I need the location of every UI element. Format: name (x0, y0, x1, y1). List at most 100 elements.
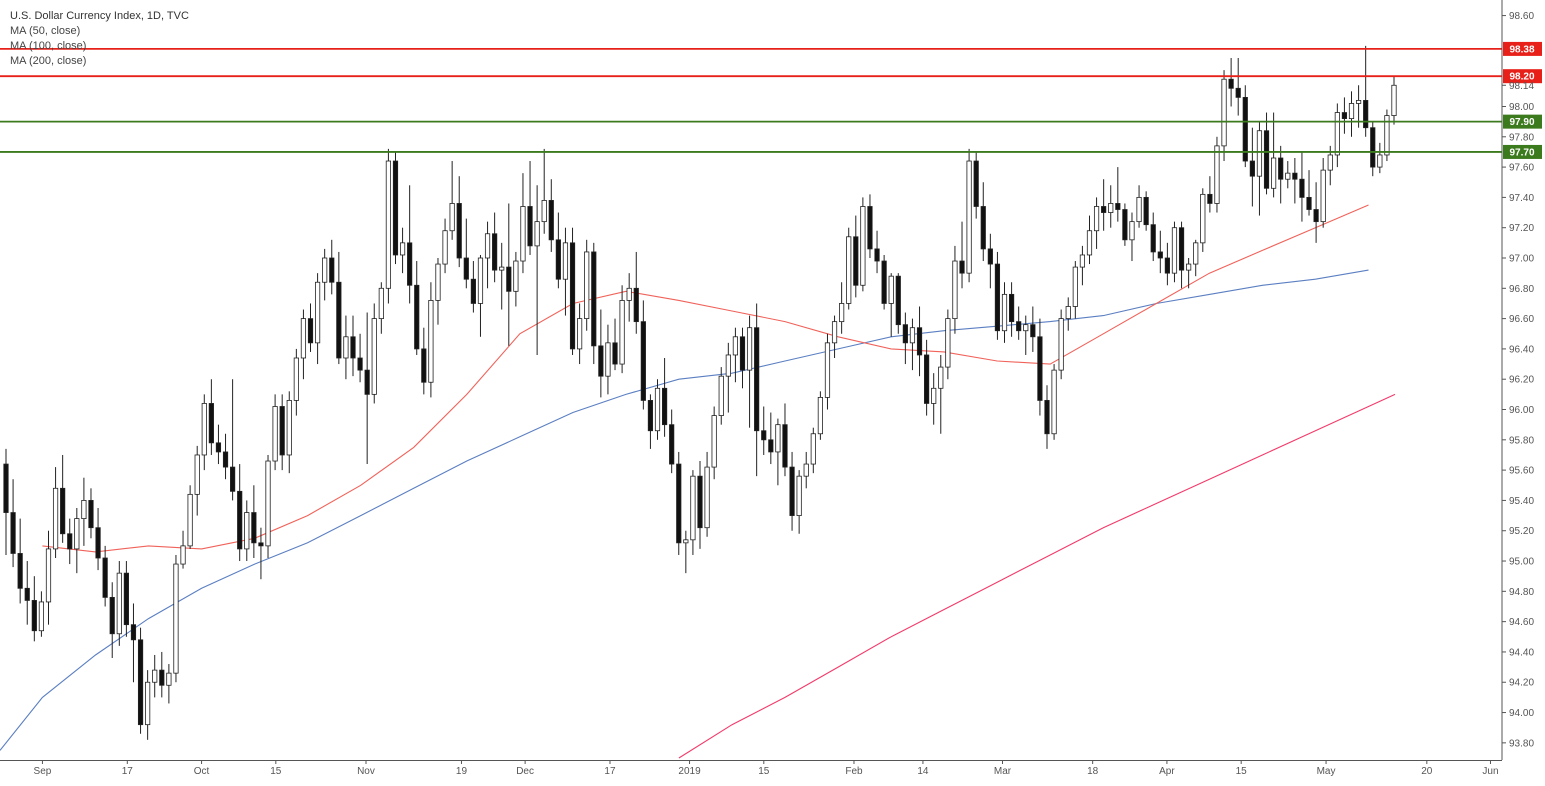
candle-body (1023, 324, 1029, 332)
candle-body (435, 263, 441, 301)
candle-body (1136, 196, 1142, 223)
candle-body (399, 242, 406, 256)
candle-body (1320, 169, 1326, 223)
candle (251, 485, 257, 558)
candle (215, 424, 222, 465)
candle (874, 230, 880, 274)
candle (350, 315, 356, 377)
candle-body (584, 251, 590, 320)
candle-body (173, 563, 179, 674)
time-tick-label: 17 (122, 766, 134, 777)
time-tick-label: 18 (1087, 766, 1099, 777)
candle-body (534, 221, 540, 247)
candle (1355, 85, 1362, 128)
candle (1136, 185, 1142, 228)
candle (1370, 121, 1376, 177)
candle-body (1079, 254, 1086, 268)
candle (244, 500, 250, 562)
candle (1334, 103, 1340, 168)
candle (1001, 282, 1008, 343)
candle (52, 467, 59, 558)
ma200-line (678, 393, 1396, 759)
price-tick-label: 98.60 (1509, 11, 1534, 22)
candle-body (244, 512, 250, 550)
candle (222, 433, 229, 480)
time-tick-label: 17 (604, 766, 616, 777)
candle-body (1093, 206, 1100, 232)
candle (817, 391, 823, 440)
candle-body (24, 587, 30, 601)
candle-body (746, 327, 753, 371)
candle (966, 148, 972, 283)
candle (38, 591, 45, 637)
candle (1093, 197, 1100, 249)
candle-body (166, 672, 172, 686)
candle (258, 527, 264, 580)
candle-body (477, 257, 484, 304)
candle (1037, 318, 1043, 416)
candle (1207, 176, 1213, 213)
candle-body (215, 442, 222, 453)
candle (116, 561, 122, 646)
candle-body (1086, 230, 1093, 256)
candle-body (938, 366, 944, 389)
candle (1384, 109, 1390, 162)
candle-body (1299, 178, 1305, 198)
candle-body (378, 287, 384, 320)
candle (1221, 70, 1227, 162)
candle (10, 479, 16, 568)
candle-body (343, 336, 349, 359)
candle (754, 303, 760, 477)
candle-body (10, 512, 16, 554)
candle-body (286, 400, 292, 456)
candle-body (307, 318, 314, 344)
candle-body (38, 601, 45, 632)
candle (343, 315, 349, 380)
candle-body (484, 233, 491, 259)
candle-body (690, 475, 696, 541)
candle (980, 182, 986, 262)
candle-body (1341, 112, 1348, 120)
candle (102, 545, 108, 607)
candle-body (1157, 251, 1163, 259)
candle (435, 258, 441, 325)
candle-body (817, 396, 823, 435)
candle-body (1355, 100, 1362, 104)
candle-body (1391, 84, 1397, 116)
candle-body (1200, 193, 1206, 244)
candle-body (322, 257, 328, 283)
candle (414, 261, 420, 355)
candle-body (1384, 115, 1390, 156)
candle-body (1065, 306, 1071, 320)
candle-body (1030, 324, 1036, 338)
candle (647, 394, 654, 449)
candle-body (1207, 193, 1213, 204)
candle-body (810, 433, 816, 465)
candle (24, 561, 30, 625)
candle (3, 448, 9, 555)
candle (853, 215, 859, 298)
candle-body (591, 251, 597, 347)
candle-body (1186, 263, 1192, 271)
candle-body (697, 475, 703, 529)
candle-body (1108, 203, 1114, 213)
candle (796, 470, 802, 534)
candle (194, 445, 200, 516)
candle (364, 312, 370, 465)
candle (329, 239, 335, 295)
candle (584, 239, 590, 331)
candle-body (1037, 336, 1043, 401)
price-tick-label: 95.00 (1509, 557, 1534, 568)
candle-body (237, 490, 243, 550)
candle (1228, 58, 1234, 107)
price-tick-label: 94.40 (1509, 647, 1534, 658)
candle (314, 273, 321, 365)
candle-body (123, 572, 129, 626)
candle (477, 254, 484, 337)
candle (690, 470, 696, 555)
candle (683, 530, 689, 574)
time-tick-label: 15 (758, 766, 770, 777)
candle (130, 603, 137, 683)
candle-body (251, 512, 257, 544)
